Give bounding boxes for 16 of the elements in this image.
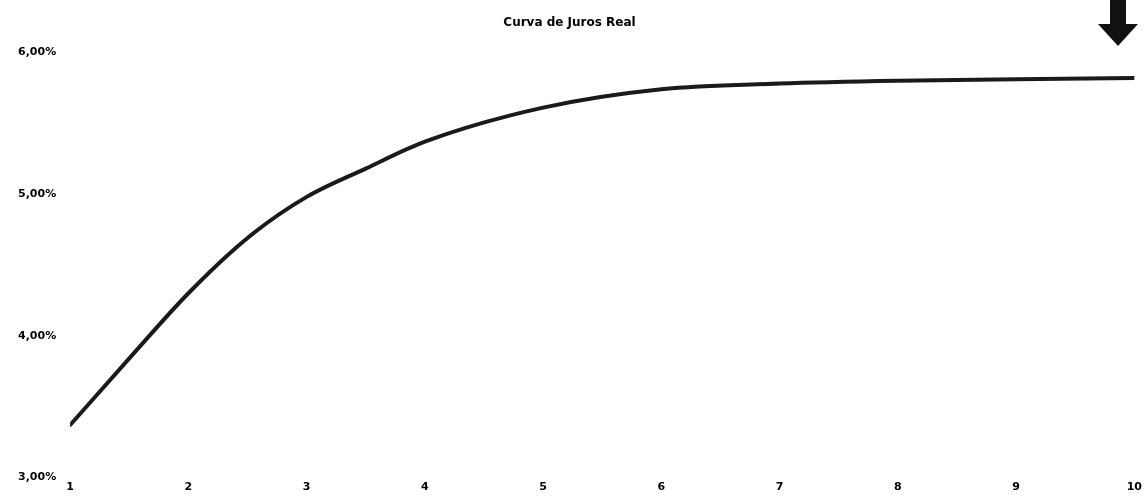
y-tick-label: 6,00% [17,45,57,59]
x-tick-label: 2 [184,479,193,493]
y-tick-label: 3,00% [17,470,57,484]
x-tick-label: 10 [1126,479,1143,493]
x-tick-label: 7 [775,479,784,493]
x-tick-label: 1 [66,479,74,493]
x-tick-label: 9 [1012,479,1020,493]
x-tick-label: 3 [302,479,311,493]
chart-title: Curva de Juros Real [503,15,636,30]
y-tick-label: 4,00% [17,328,57,342]
x-tick-label: 8 [894,479,902,493]
x-tick-label: 5 [539,479,547,493]
x-tick-label: 4 [421,479,430,493]
y-tick-label: 5,00% [17,186,57,200]
line-series [70,75,1135,427]
x-tick-label: 6 [657,479,666,493]
